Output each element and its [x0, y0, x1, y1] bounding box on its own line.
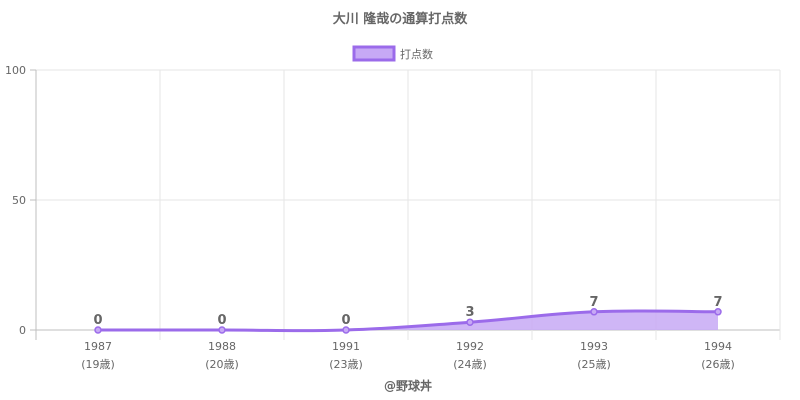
x-tick-label: 1994 [704, 340, 732, 353]
data-label: 7 [589, 295, 598, 310]
plot-area [94, 308, 722, 334]
footer-credit: @野球丼 [384, 378, 432, 393]
x-tick-sublabel: (26歳) [701, 358, 735, 371]
x-tick-label: 1992 [456, 340, 484, 353]
data-point[interactable] [218, 326, 226, 334]
legend-swatch [352, 45, 396, 62]
data-labels: 0 0 0 3 7 7 [93, 295, 722, 328]
x-tick-label: 1991 [332, 340, 360, 353]
x-tick-label: 1993 [580, 340, 608, 353]
series-line [98, 309, 719, 333]
legend-label: 打点数 [400, 47, 433, 61]
chart-title: 大川 隆哉の通算打点数 [333, 11, 469, 27]
data-point[interactable] [590, 308, 598, 316]
x-axis: 1987 (19歳) 1988 (20歳) 1991 (23歳) 1992 (24歳) 1993… [81, 340, 735, 371]
data-label: 0 [217, 313, 226, 328]
data-point[interactable] [342, 326, 350, 334]
x-tick-label: 1988 [208, 340, 236, 353]
data-label: 0 [341, 313, 350, 328]
y-tick-label: 100 [5, 64, 26, 77]
x-tick-sublabel: (24歳) [453, 358, 487, 371]
data-label: 3 [465, 305, 474, 320]
data-point[interactable] [466, 318, 474, 326]
series-area [98, 310, 718, 331]
x-tick-sublabel: (25歳) [577, 358, 611, 371]
y-tick-label: 0 [19, 324, 26, 337]
x-tick-sublabel: (20歳) [205, 358, 239, 371]
x-tick-label: 1987 [84, 340, 112, 353]
y-axis: 0 50 100 [5, 64, 36, 337]
x-tick-sublabel: (23歳) [329, 358, 363, 371]
data-point[interactable] [94, 326, 102, 334]
legend[interactable]: 打点数 [352, 45, 433, 62]
grid [35, 69, 781, 340]
x-tick-sublabel: (19歳) [81, 358, 115, 371]
data-point[interactable] [714, 308, 722, 316]
data-label: 7 [713, 295, 722, 310]
data-label: 0 [93, 313, 102, 328]
y-tick-label: 50 [12, 194, 26, 207]
